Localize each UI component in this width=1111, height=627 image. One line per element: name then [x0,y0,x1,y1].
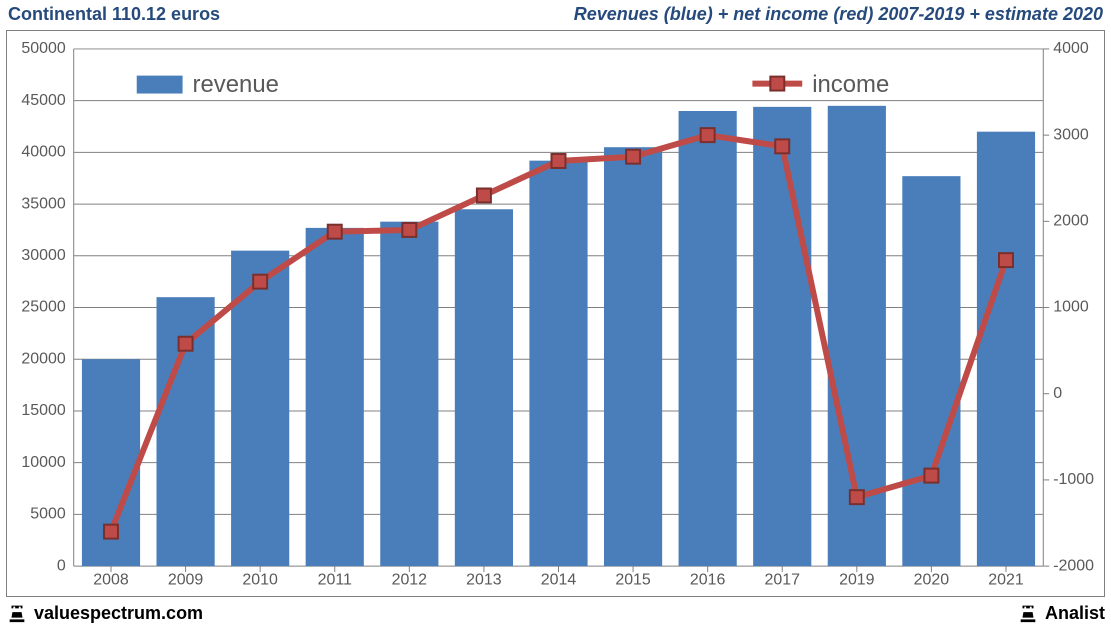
y-right-tick-label: 2000 [1053,213,1089,230]
legend-income-marker [770,77,784,91]
legend-revenue-label: revenue [193,71,279,98]
legend-income-label: income [812,71,889,98]
x-tick-label: 2015 [615,571,651,588]
x-tick-label: 2012 [392,571,428,588]
chart-container: Continental 110.12 euros Revenues (blue)… [0,0,1111,627]
footer-right-text: Analist [1045,603,1105,624]
income-marker [328,225,342,239]
income-marker [104,525,118,539]
y-left-tick-label: 15000 [21,402,65,419]
x-tick-label: 2008 [93,571,129,588]
income-marker [775,139,789,153]
y-left-tick-label: 50000 [21,40,65,57]
x-tick-label: 2011 [318,571,352,588]
x-tick-label: 2019 [839,571,875,588]
title-right: Revenues (blue) + net income (red) 2007-… [574,4,1103,25]
footer-left: valuespectrum.com [6,602,203,624]
y-right-tick-label: 0 [1053,385,1062,402]
income-marker [253,275,267,289]
revenue-bar [529,161,587,566]
footer: valuespectrum.com Analist [0,599,1111,627]
revenue-bar [455,209,513,566]
y-left-tick-label: 35000 [21,195,65,212]
y-left-tick-label: 10000 [21,454,65,471]
y-right-tick-label: -1000 [1053,471,1094,488]
income-marker [850,490,864,504]
x-tick-label: 2021 [988,571,1024,588]
footer-left-text: valuespectrum.com [34,603,203,624]
legend-revenue-swatch [137,76,183,94]
revenue-bar [902,176,960,566]
rook-icon [1017,602,1039,624]
x-tick-label: 2020 [914,571,950,588]
income-marker [402,223,416,237]
x-tick-label: 2010 [242,571,278,588]
income-marker [626,150,640,164]
y-left-tick-label: 5000 [30,506,66,523]
y-left-tick-label: 40000 [21,144,65,161]
title-left: Continental 110.12 euros [8,4,220,25]
revenue-bar [306,228,364,566]
income-marker [924,469,938,483]
x-tick-label: 2013 [466,571,502,588]
y-right-tick-label: -2000 [1053,557,1094,574]
revenue-bar [753,107,811,566]
rook-icon [6,602,28,624]
plot-area-border: 0500010000150002000025000300003500040000… [6,30,1105,597]
revenue-bar [679,111,737,566]
y-left-tick-label: 25000 [21,299,65,316]
y-right-tick-label: 4000 [1053,40,1089,57]
y-right-tick-label: 3000 [1053,126,1089,143]
income-marker [179,337,193,351]
y-left-tick-label: 20000 [21,350,65,367]
footer-right: Analist [1017,602,1105,624]
revenue-bar [604,147,662,566]
y-left-tick-label: 30000 [21,247,65,264]
x-tick-label: 2009 [168,571,204,588]
income-marker [552,154,566,168]
y-left-tick-label: 0 [57,557,66,574]
y-left-tick-label: 45000 [21,92,65,109]
income-marker [999,253,1013,267]
titlebar: Continental 110.12 euros Revenues (blue)… [0,0,1111,27]
y-right-tick-label: 1000 [1053,299,1089,316]
income-marker [701,128,715,142]
x-tick-label: 2014 [541,571,577,588]
revenue-bar [380,222,438,566]
x-tick-label: 2016 [690,571,726,588]
income-marker [477,188,491,202]
plot-svg: 0500010000150002000025000300003500040000… [7,31,1104,596]
x-tick-label: 2017 [765,571,801,588]
revenue-bar [977,132,1035,566]
